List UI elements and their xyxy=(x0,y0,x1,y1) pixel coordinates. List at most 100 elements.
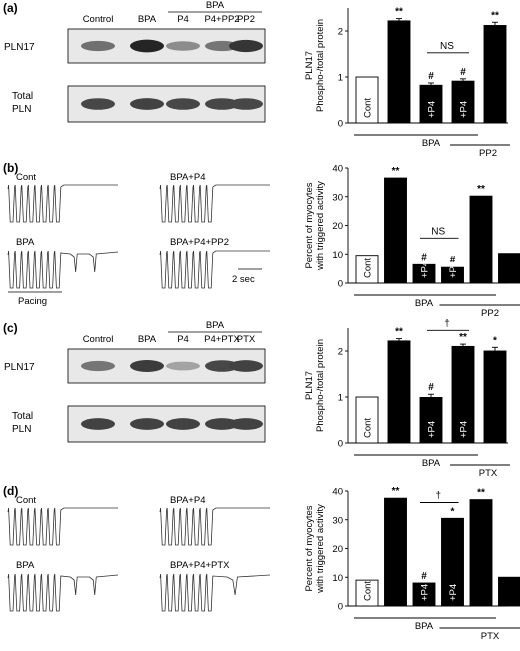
y-axis-label: Percent of myocytes xyxy=(304,182,315,268)
row-label: PLN17 xyxy=(4,362,35,373)
bar xyxy=(384,497,407,607)
blot-band xyxy=(166,418,200,430)
bar-label: Cont xyxy=(363,418,374,438)
trace-label: Cont xyxy=(16,172,36,183)
bracket-label: NS xyxy=(440,41,454,52)
bar-label: Cont xyxy=(363,258,374,278)
y-tick-label: 40 xyxy=(332,164,343,175)
panel-a: (a)Control BPA P4 P4+PP2PP2BPAPLN17TotalPLN… xyxy=(3,0,510,159)
bar xyxy=(469,499,493,607)
y-tick-label: 10 xyxy=(332,573,343,584)
significance-marker: ** xyxy=(395,327,403,338)
bar-label: +P4 xyxy=(448,261,459,278)
bar xyxy=(412,263,436,284)
trace-label: BPA+P4 xyxy=(170,172,205,183)
bar-label: +P4 xyxy=(459,421,470,438)
significance-marker: # xyxy=(450,255,456,266)
bar xyxy=(355,396,379,444)
group-label: BPA xyxy=(206,320,225,331)
ap-trace xyxy=(7,250,119,289)
y-tick-label: 2 xyxy=(338,27,343,38)
ap-trace xyxy=(159,250,270,289)
lane-label: P4 xyxy=(177,334,189,345)
blot-band xyxy=(130,39,164,53)
y-tick-label: 30 xyxy=(332,192,343,203)
blot-band xyxy=(166,361,200,371)
lane-label: Control xyxy=(83,14,114,25)
y-tick-label: 1 xyxy=(338,73,343,84)
bracket-label: † xyxy=(444,318,450,329)
blot-band xyxy=(205,40,239,52)
blot-band xyxy=(205,98,239,110)
y-axis-label: PLN17 xyxy=(304,51,315,80)
significance-marker: # xyxy=(428,71,434,82)
panel-letter: (c) xyxy=(3,321,18,335)
lane-label: PP2 xyxy=(237,14,255,25)
y-axis-label: PLN17 xyxy=(304,371,315,400)
y-tick-label: 20 xyxy=(332,544,343,555)
y-tick-label: 0 xyxy=(338,602,343,613)
y-tick-label: 0 xyxy=(338,279,343,290)
y-axis-label: with triggered activity xyxy=(315,504,326,594)
lane-label: PTX xyxy=(237,334,256,345)
significance-marker: ** xyxy=(392,486,400,497)
trace-label: BPA+P4+PP2 xyxy=(170,237,229,248)
bar-label: +P4 xyxy=(420,261,431,278)
bar xyxy=(483,350,507,444)
group-label: BPA xyxy=(422,458,441,469)
blot-band xyxy=(229,98,263,110)
bar xyxy=(441,266,464,284)
significance-marker: ** xyxy=(477,184,485,195)
y-tick-label: 2 xyxy=(338,347,343,358)
row-label: Total xyxy=(12,411,33,422)
bar-label: +P4 xyxy=(420,584,431,601)
bar xyxy=(387,20,411,124)
bar-label: Cont xyxy=(363,581,374,601)
trace-label: BPA xyxy=(16,237,35,248)
ap-trace xyxy=(159,573,271,612)
ap-trace xyxy=(159,507,270,546)
lane-label: Control xyxy=(83,334,114,345)
panel-letter: (a) xyxy=(3,1,18,15)
y-tick-label: 10 xyxy=(332,250,343,261)
panel-c: (c)Control BPA P4 P4+PTXPTXBPAPLN17TotalPLN… xyxy=(3,318,510,479)
bar xyxy=(498,576,520,607)
lane-label: BPA xyxy=(138,334,157,345)
blot-band xyxy=(81,98,115,110)
bar xyxy=(469,195,493,284)
y-tick-label: 0 xyxy=(338,439,343,450)
y-tick-label: 40 xyxy=(332,487,343,498)
blot-band xyxy=(81,40,115,52)
y-tick-label: 0 xyxy=(338,119,343,130)
row-label: PLN17 xyxy=(4,42,35,53)
scale-label: 2 sec xyxy=(232,274,255,285)
significance-marker: ** xyxy=(477,488,485,499)
ap-trace xyxy=(7,184,118,223)
blot-band xyxy=(130,418,164,430)
significance-marker: # xyxy=(421,571,427,582)
bar-label: +P4 xyxy=(459,101,470,118)
bracket-label: NS xyxy=(431,226,445,237)
bar xyxy=(355,255,379,284)
blot-band xyxy=(229,418,263,430)
blot-band xyxy=(166,41,200,51)
group-label: BPA xyxy=(415,298,434,309)
trace-label: BPA xyxy=(16,560,35,571)
significance-marker: # xyxy=(460,67,466,78)
significance-marker: ** xyxy=(392,166,400,177)
group-label: PP2 xyxy=(481,308,499,319)
group-label: PTX xyxy=(481,631,500,642)
blot-band xyxy=(130,98,164,110)
y-tick-label: 1 xyxy=(338,393,343,404)
group-label: BPA xyxy=(422,138,441,149)
y-axis-label: with triggered activity xyxy=(315,181,326,271)
bar xyxy=(384,177,407,284)
panel-letter: (d) xyxy=(3,484,18,498)
y-tick-label: 30 xyxy=(332,515,343,526)
panel-letter: (b) xyxy=(3,161,18,175)
blot-band xyxy=(130,360,164,372)
ap-trace xyxy=(7,507,118,546)
blot-band xyxy=(166,98,200,110)
significance-marker: * xyxy=(451,506,455,517)
